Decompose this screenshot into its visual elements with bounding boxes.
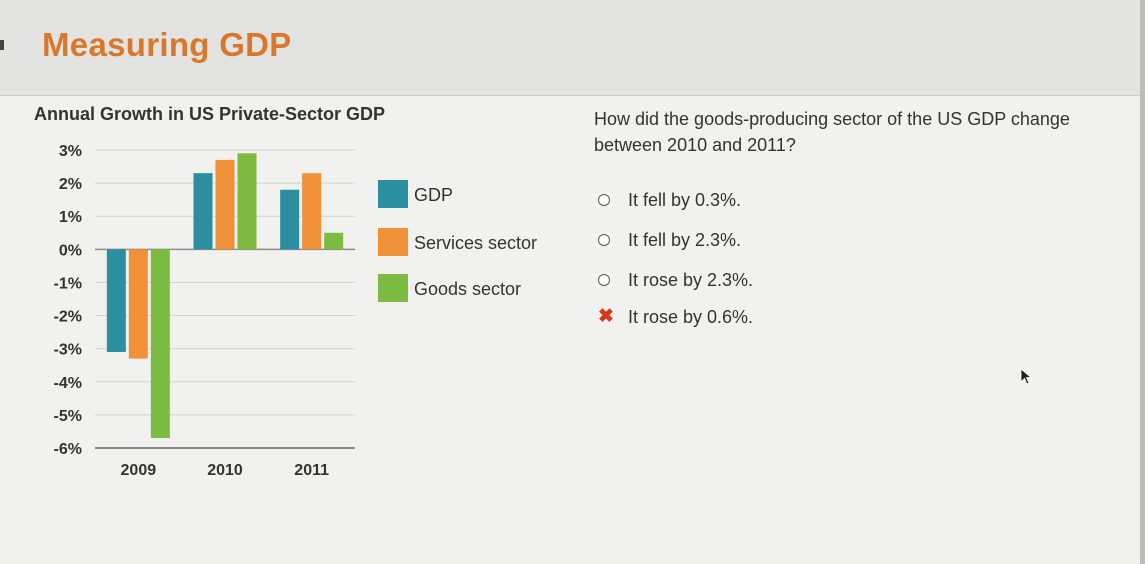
y-tick-label: 2% (59, 176, 82, 193)
bar-gdp-2009 (106, 249, 126, 352)
answer-label: It rose by 0.6%. (628, 306, 754, 327)
answer-option-1[interactable]: It fell by 0.3%. (598, 180, 753, 220)
y-tick-label: 0% (59, 242, 82, 259)
answer-option-3[interactable]: It rose by 2.3%. (598, 260, 753, 300)
x-mark-icon: ✖ (598, 306, 614, 327)
answer-option-2[interactable]: It fell by 2.3%. (598, 220, 753, 260)
radio-circle-icon[interactable] (598, 234, 610, 246)
x-tick-label: 2010 (207, 462, 243, 479)
y-tick-label: 1% (59, 209, 82, 226)
gdp-bar-chart: 3% 2% 1% 0% -1% -2% -3% -4% -5% -6% 2009 2010 2011 GD… (54, 143, 538, 479)
y-tick-label: -2% (54, 309, 82, 326)
bar-services-sector-2011 (302, 173, 322, 250)
radio-circle-icon[interactable] (598, 194, 610, 206)
x-tick-label: 2009 (121, 462, 157, 479)
y-tick-label: -5% (54, 408, 82, 425)
y-tick-label: -3% (54, 342, 82, 359)
y-tick-label: 3% (59, 143, 82, 160)
header-bar: Measuring GDP (0, 0, 1140, 96)
answer-label: It fell by 0.3%. (628, 189, 742, 210)
bar-gdp-2010 (193, 173, 213, 250)
legend-swatch (378, 228, 408, 256)
x-tick-label: 2011 (294, 462, 329, 479)
legend-label: GDP (414, 185, 453, 205)
edge-marker (0, 40, 4, 50)
radio-circle-icon[interactable] (598, 274, 610, 286)
bar-goods-sector-2010 (237, 153, 257, 250)
answer-label: It rose by 2.3%. (628, 269, 754, 290)
question-text: How did the goods-producing sector of th… (594, 109, 1070, 155)
page-title: Measuring GDP (42, 26, 292, 63)
y-tick-label: -6% (54, 441, 82, 458)
window-edge (1140, 0, 1145, 564)
chart-title: Annual Growth in US Private-Sector GDP (34, 104, 386, 124)
bar-gdp-2011 (280, 189, 300, 250)
y-tick-label: -4% (54, 375, 82, 392)
answer-label: It fell by 2.3%. (628, 229, 742, 250)
bar-services-sector-2010 (215, 159, 235, 250)
legend-swatch (378, 180, 408, 208)
legend-swatch (378, 274, 408, 302)
bar-goods-sector-2009 (150, 249, 170, 439)
mouse-pointer-icon (1020, 368, 1033, 385)
bar-goods-sector-2011 (324, 232, 344, 250)
answer-option-4[interactable]: ✖ It rose by 0.6%. (598, 300, 753, 334)
y-tick-label: -1% (54, 275, 82, 292)
legend-label: Services sector (414, 233, 537, 253)
legend-label: Goods sector (414, 279, 521, 299)
bar-services-sector-2009 (128, 249, 148, 359)
answer-options: It fell by 0.3%. It fell by 2.3%. It ros… (598, 180, 753, 334)
